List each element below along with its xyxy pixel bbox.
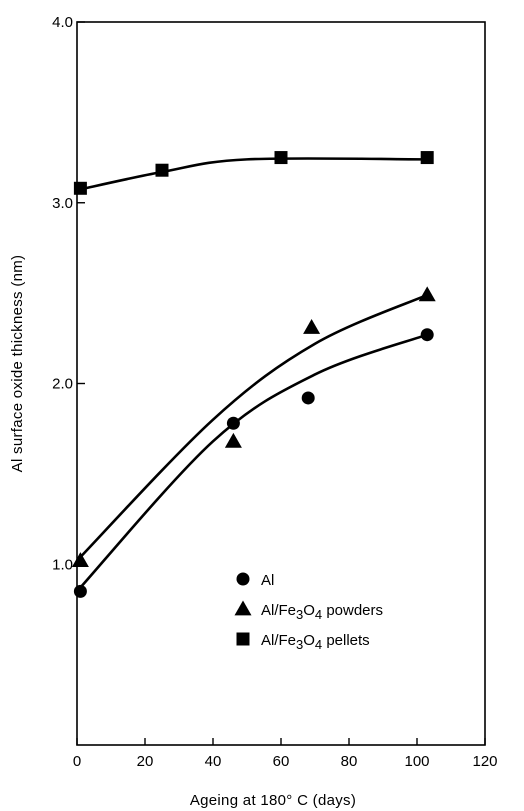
legend-label-part: pellets — [322, 632, 370, 649]
fit-curve-triangle — [76, 293, 428, 562]
data-point-square — [155, 163, 169, 177]
x-tick-label: 120 — [472, 753, 497, 770]
y-tick-label: 2.0 — [52, 376, 73, 393]
fit-curve-square — [76, 157, 428, 192]
fit-curve-circle — [76, 333, 428, 593]
data-point-triangle — [418, 286, 436, 302]
data-point-triangle — [71, 552, 89, 568]
legend-label-part: powders — [322, 602, 383, 619]
legend-label-part: 4 — [315, 637, 322, 652]
axis-ticks: 0 20 40 60 80 100 120 1.0 2.0 3.0 4.0 — [52, 14, 497, 770]
data-point-square — [73, 181, 87, 195]
data-point-circle — [73, 584, 87, 598]
y-tick-label: 3.0 — [52, 195, 73, 212]
legend-label-part: O — [303, 632, 315, 649]
legend-label-part: 3 — [296, 637, 303, 652]
legend-label: Al — [261, 572, 274, 589]
legend-label-part: 4 — [315, 607, 322, 622]
data-point-square — [420, 151, 434, 165]
legend-label-part: Al/Fe — [261, 602, 296, 619]
fit-curves — [76, 157, 428, 593]
data-point-triangle — [224, 432, 242, 448]
legend-label-part: O — [303, 602, 315, 619]
legend-label: Al/Fe3O4 powders — [261, 602, 383, 622]
legend-marker-triangle — [234, 600, 252, 616]
data-markers — [71, 151, 436, 598]
x-tick-label: 20 — [137, 753, 154, 770]
y-tick-label: 1.0 — [52, 556, 73, 573]
x-tick-label: 40 — [205, 753, 222, 770]
legend-label-part: Al — [261, 572, 274, 589]
data-point-circle — [301, 391, 315, 405]
legend-label: Al/Fe3O4 pellets — [261, 632, 370, 652]
data-point-square — [274, 151, 288, 165]
legend-marker-square — [236, 632, 250, 646]
y-axis-title: Al surface oxide thickness (nm) — [9, 255, 26, 473]
x-axis-title: Ageing at 180° C (days) — [190, 792, 356, 809]
x-tick-label: 100 — [404, 753, 429, 770]
x-tick-label: 60 — [273, 753, 290, 770]
legend-label-part: Al/Fe — [261, 632, 296, 649]
x-tick-label: 0 — [73, 753, 81, 770]
data-point-triangle — [303, 318, 321, 334]
legend-marker-circle — [236, 572, 250, 586]
x-tick-label: 80 — [341, 753, 358, 770]
data-point-circle — [420, 328, 434, 342]
legend-label-part: 3 — [296, 607, 303, 622]
data-point-circle — [226, 416, 240, 430]
y-tick-label: 4.0 — [52, 14, 73, 31]
